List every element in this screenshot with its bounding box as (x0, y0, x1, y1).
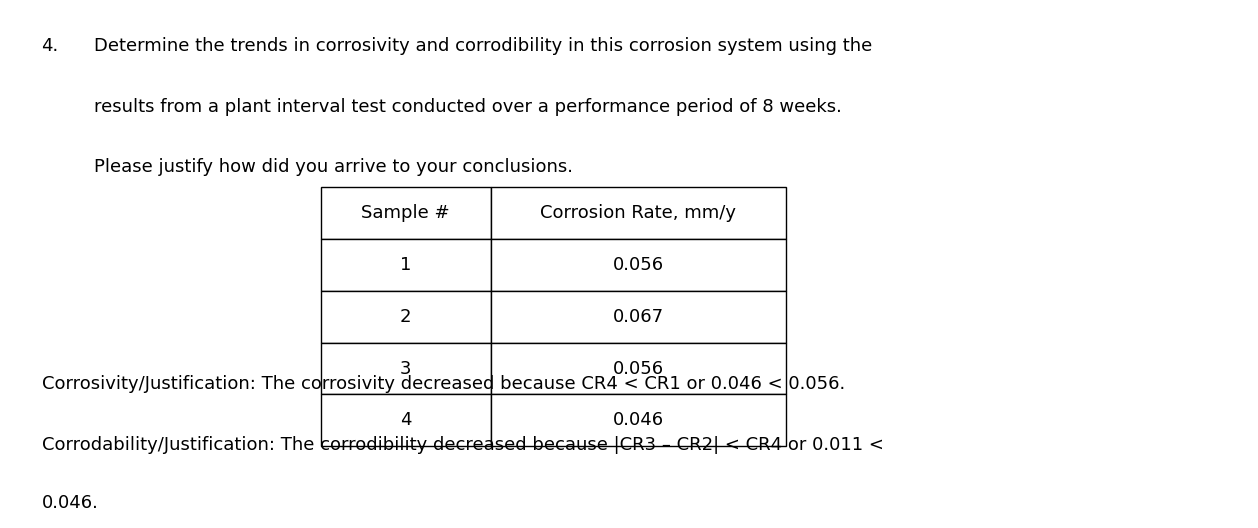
Text: Please justify how did you arrive to your conclusions.: Please justify how did you arrive to you… (94, 158, 574, 176)
Text: 4.: 4. (42, 37, 59, 55)
Text: Sample #: Sample # (361, 204, 450, 222)
Text: 0.056: 0.056 (613, 256, 664, 274)
Text: results from a plant interval test conducted over a performance period of 8 week: results from a plant interval test condu… (94, 98, 842, 116)
Text: Determine the trends in corrosivity and corrodibility in this corrosion system u: Determine the trends in corrosivity and … (94, 37, 873, 55)
Text: 0.046.: 0.046. (42, 494, 98, 512)
Text: 0.046: 0.046 (613, 411, 664, 429)
Text: 1: 1 (400, 256, 411, 274)
Text: 3: 3 (400, 360, 411, 378)
Text: 0.067: 0.067 (613, 308, 664, 326)
Text: 4: 4 (400, 411, 411, 429)
Text: 0.056: 0.056 (613, 360, 664, 378)
Text: Corrodability/Justification: The corrodibility decreased because |CR3 – CR2| < C: Corrodability/Justification: The corrodi… (42, 436, 883, 454)
Text: 2: 2 (400, 308, 411, 326)
Text: Corrosion Rate, mm/y: Corrosion Rate, mm/y (541, 204, 736, 222)
Text: Corrosivity/Justification: The corrosivity decreased because CR4 < CR1 or 0.046 : Corrosivity/Justification: The corrosivi… (42, 375, 845, 393)
